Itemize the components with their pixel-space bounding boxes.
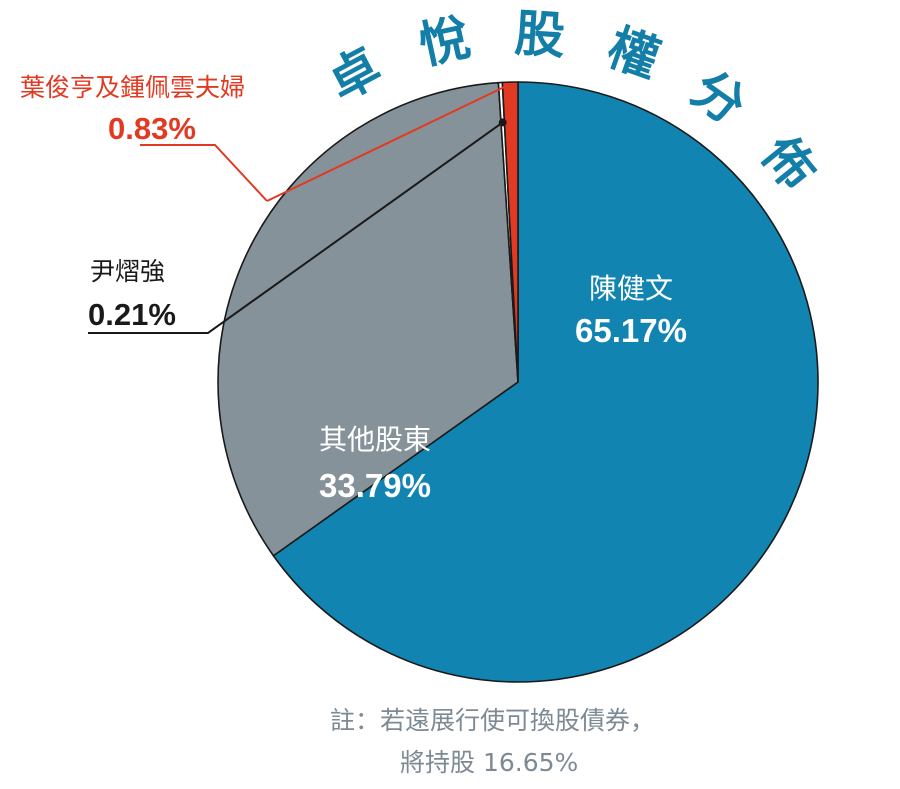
- slice-4-name-label: 葉俊亨及鍾佩雲夫婦: [20, 73, 245, 102]
- note-line-1: 註：若遠展行使可換股債券，: [330, 706, 655, 735]
- chart-title-char: 股: [513, 4, 567, 65]
- labels-layer: 陳健文 65.17% 其他股東 33.79% 葉俊亨及鍾佩雲夫婦 0.83% 尹熠強 0.21…: [20, 73, 687, 504]
- slice-1-wedge: [272, 81, 819, 683]
- slice-4-value-label: 0.83%: [108, 111, 196, 146]
- slice-2-value-label: 33.79%: [319, 467, 431, 504]
- slice-2-name-label: 其他股東: [319, 423, 431, 456]
- slice-4-leader-line: [266, 83, 511, 202]
- slice-3-value-label: 0.21%: [88, 297, 176, 332]
- note-layer: 註：若遠展行使可換股債券， 將持股 16.65%: [330, 706, 655, 777]
- chart-title-char: 佈: [750, 125, 827, 201]
- chart-title-char: 卓: [319, 37, 390, 112]
- slice-1-value-label: 65.17%: [575, 312, 687, 349]
- chart-title-char: 分: [681, 59, 755, 135]
- slice-3-leader-dot: [498, 118, 507, 127]
- slices-layer: [217, 81, 819, 683]
- chart-title-char: 悅: [414, 8, 475, 75]
- slice-4-leader-underline: [140, 144, 268, 202]
- slice-3-leader-line: [88, 121, 504, 334]
- slice-4-wedge: [501, 81, 519, 383]
- slice-1-name-label: 陳健文: [589, 272, 673, 305]
- slice-3-name-label: 尹熠強: [90, 257, 165, 286]
- slice-2-wedge: [217, 81, 519, 557]
- chart-title-char: 權: [600, 18, 666, 89]
- note-line-2: 將持股 16.65%: [400, 748, 578, 777]
- leaders-layer: [88, 83, 511, 334]
